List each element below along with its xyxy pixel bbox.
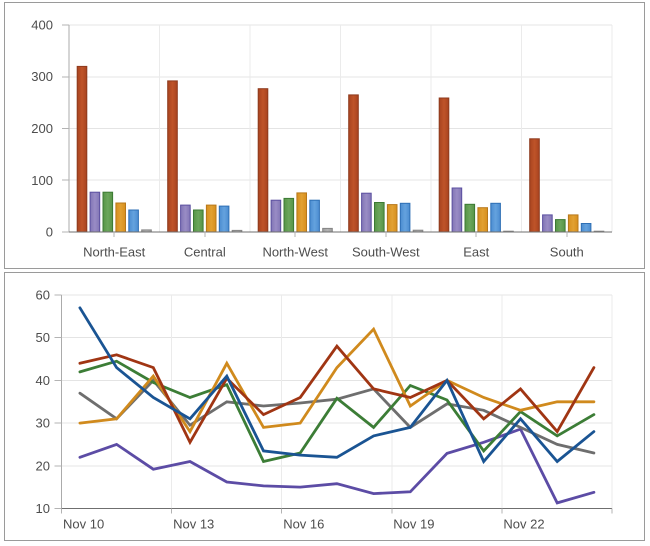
svg-text:60: 60 <box>36 288 50 303</box>
svg-text:South-West: South-West <box>352 245 420 260</box>
svg-text:50: 50 <box>36 330 50 345</box>
svg-text:20: 20 <box>36 458 50 473</box>
svg-text:Nov 19: Nov 19 <box>393 517 434 532</box>
svg-text:400: 400 <box>31 18 53 33</box>
svg-text:30: 30 <box>36 416 50 431</box>
svg-text:South: South <box>550 245 584 260</box>
svg-text:300: 300 <box>31 69 53 84</box>
svg-text:200: 200 <box>31 121 53 136</box>
svg-text:North-East: North-East <box>83 245 146 260</box>
svg-text:Nov 22: Nov 22 <box>503 517 544 532</box>
svg-text:40: 40 <box>36 373 50 388</box>
svg-text:10: 10 <box>36 501 50 516</box>
svg-text:0: 0 <box>46 225 53 240</box>
svg-text:Nov 16: Nov 16 <box>283 517 324 532</box>
svg-text:100: 100 <box>31 173 53 188</box>
svg-text:Nov 10: Nov 10 <box>63 517 104 532</box>
svg-text:North-West: North-West <box>262 245 328 260</box>
svg-text:Nov 13: Nov 13 <box>173 517 214 532</box>
svg-text:East: East <box>463 245 489 260</box>
svg-text:Central: Central <box>184 245 226 260</box>
